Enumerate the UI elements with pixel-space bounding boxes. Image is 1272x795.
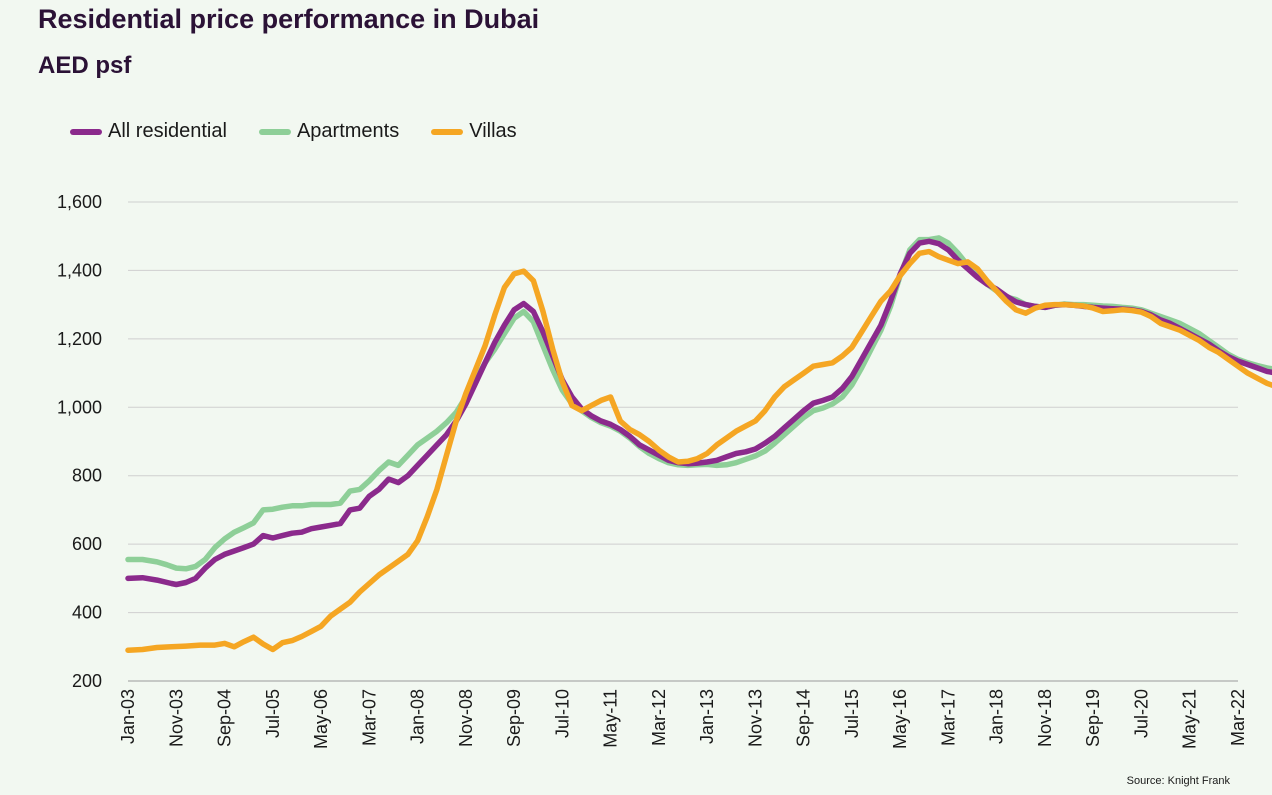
- x-tick-label: Nov-03: [166, 689, 186, 747]
- series-line-all-residential: [125, 238, 1272, 588]
- chart-subtitle: AED psf: [38, 52, 132, 79]
- x-tick-label: Jan-18: [987, 689, 1007, 744]
- x-tick-label: Sep-09: [504, 689, 524, 747]
- x-tick-label: Jan-08: [408, 689, 428, 744]
- x-tick-label: Jul-15: [842, 689, 862, 738]
- y-tick-label: 1,600: [57, 192, 102, 212]
- y-tick-label: 1,400: [57, 260, 102, 280]
- x-tick-label: Jul-05: [263, 689, 283, 738]
- source-note: Source: Knight Frank: [1126, 775, 1230, 787]
- x-tick-label: Mar-22: [1228, 689, 1248, 746]
- x-tick-label: May-11: [601, 689, 621, 748]
- x-tick-label: Jan-13: [697, 689, 717, 744]
- x-tick-label: Jul-10: [552, 689, 572, 738]
- legend-swatch-all-residential: [70, 128, 102, 135]
- y-tick-label: 600: [72, 534, 102, 554]
- legend-swatch-villas: [431, 128, 464, 135]
- legend-item-villas: Villas: [431, 120, 517, 143]
- chart-legend: All residential Apartments Villas: [70, 120, 549, 143]
- y-tick-label: 400: [72, 603, 102, 623]
- legend-label-all-residential: All residential: [108, 120, 227, 142]
- y-tick-label: 800: [72, 466, 102, 486]
- x-tick-label: May-06: [311, 689, 331, 749]
- series-line-apartments: [125, 235, 1272, 572]
- x-tick-label: Nov-18: [1035, 689, 1055, 747]
- legend-item-apartments: Apartments: [258, 120, 400, 143]
- x-tick-label: Jan-03: [118, 689, 138, 744]
- x-tick-label: Jul-20: [1131, 689, 1151, 738]
- chart-title: Residential price performance in Dubai: [38, 4, 540, 34]
- x-tick-label: Mar-12: [649, 689, 669, 746]
- x-tick-label: Nov-13: [745, 689, 765, 747]
- x-tick-label: Nov-08: [456, 689, 476, 747]
- x-tick-label: Sep-14: [794, 689, 814, 747]
- legend-label-villas: Villas: [469, 120, 517, 142]
- x-tick-label: May-21: [1180, 689, 1200, 749]
- x-tick-label: Sep-04: [215, 689, 235, 747]
- x-tick-label: Mar-17: [938, 689, 958, 746]
- y-tick-label: 1,200: [57, 329, 102, 349]
- series-line-villas: [125, 248, 1272, 653]
- y-tick-label: 200: [72, 671, 102, 691]
- legend-label-apartments: Apartments: [296, 120, 400, 142]
- legend-item-all-residential: All residential: [70, 120, 227, 143]
- y-tick-label: 1,000: [57, 397, 102, 417]
- x-tick-label: Sep-19: [1083, 689, 1103, 747]
- x-tick-label: May-16: [890, 689, 910, 749]
- legend-swatch-apartments: [258, 128, 291, 135]
- x-tick-label: Mar-07: [359, 689, 379, 746]
